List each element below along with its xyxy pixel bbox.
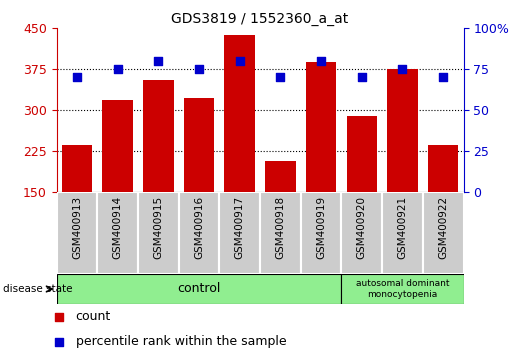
Bar [301,192,341,274]
Point [357,75,366,80]
Point [399,67,407,72]
Bar [423,192,464,274]
Text: autosomal dominant
monocytopenia: autosomal dominant monocytopenia [356,279,449,299]
Point [236,58,244,64]
Bar [387,69,418,192]
Text: GSM400915: GSM400915 [153,196,163,259]
Text: GSM400913: GSM400913 [72,196,82,259]
Bar [428,144,458,192]
Point [195,67,203,72]
Text: GSM400914: GSM400914 [113,196,123,259]
Bar [62,144,92,192]
Text: count: count [76,310,111,323]
Text: disease state: disease state [3,284,72,294]
Bar [57,192,97,274]
Bar [138,192,179,274]
Text: control: control [177,282,221,296]
Text: GSM400918: GSM400918 [276,196,285,259]
Bar [341,274,464,304]
Point [317,58,325,64]
Text: percentile rank within the sample: percentile rank within the sample [76,335,286,348]
Point [276,75,284,80]
Bar [265,161,296,192]
Bar [143,80,174,192]
Point [154,58,163,64]
Bar [347,116,377,192]
Bar [260,192,301,274]
Point [73,75,81,80]
Bar [382,192,423,274]
Point [439,75,447,80]
Bar [225,35,255,192]
Text: GSM400921: GSM400921 [398,196,407,259]
Bar [102,100,133,192]
Bar [57,274,341,304]
Text: GSM400920: GSM400920 [357,196,367,259]
Text: GSM400919: GSM400919 [316,196,326,259]
Bar [184,98,214,192]
Title: GDS3819 / 1552360_a_at: GDS3819 / 1552360_a_at [171,12,349,26]
Text: GSM400922: GSM400922 [438,196,448,259]
Bar [306,62,336,192]
Bar [179,192,219,274]
Point [55,314,63,319]
Bar [219,192,260,274]
Point [55,339,63,344]
Text: GSM400917: GSM400917 [235,196,245,259]
Text: GSM400916: GSM400916 [194,196,204,259]
Point [113,67,122,72]
Bar [97,192,138,274]
Bar [341,192,382,274]
